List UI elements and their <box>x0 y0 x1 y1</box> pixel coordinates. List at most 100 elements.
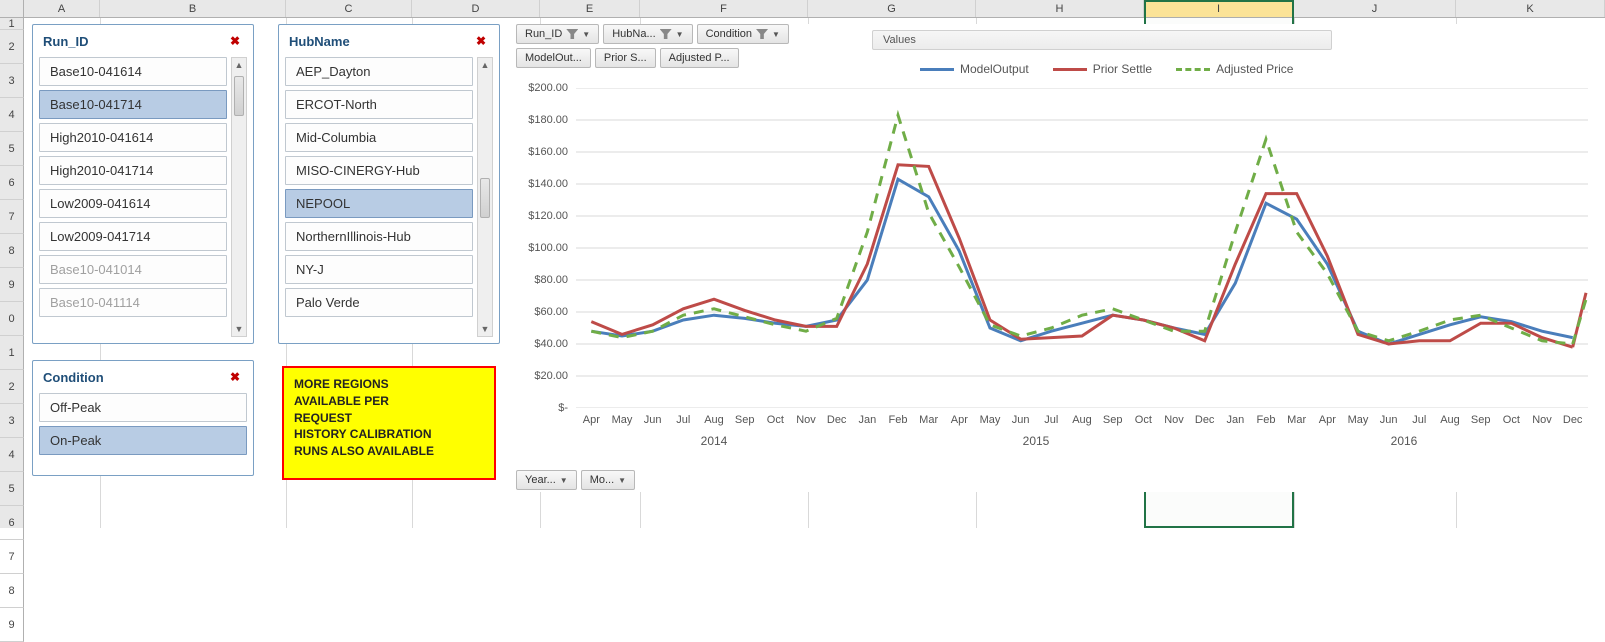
col-header-H[interactable]: H <box>976 0 1144 17</box>
slicer-item[interactable]: NorthernIllinois-Hub <box>285 222 473 251</box>
row-number[interactable]: 9 <box>0 608 24 642</box>
row-number[interactable]: 5 <box>0 472 24 506</box>
slicer-item[interactable]: High2010-041614 <box>39 123 227 152</box>
slicer-item[interactable]: ERCOT-North <box>285 90 473 119</box>
col-header-D[interactable]: D <box>412 0 540 17</box>
slicer-item[interactable]: High2010-041714 <box>39 156 227 185</box>
row-number[interactable]: 3 <box>0 64 24 98</box>
chart-axis-button[interactable]: Mo... ▼ <box>581 470 635 490</box>
clear-filter-icon[interactable]: ✖ <box>227 369 243 385</box>
row-number[interactable]: 1 <box>0 18 24 30</box>
row-number[interactable]: 1 <box>0 336 24 370</box>
row-number[interactable]: 2 <box>0 30 24 64</box>
row-number[interactable]: 6 <box>0 166 24 200</box>
col-header-J[interactable]: J <box>1294 0 1456 17</box>
slicer-header: Run_ID✖ <box>39 31 247 57</box>
col-header-A[interactable]: A <box>24 0 100 17</box>
legend-line-icon <box>1053 68 1087 71</box>
slicer-item[interactable]: AEP_Dayton <box>285 57 473 86</box>
slicer-item[interactable]: Base10-041614 <box>39 57 227 86</box>
x-tick-label: May <box>1348 414 1369 426</box>
row-number[interactable]: 8 <box>0 574 24 608</box>
col-header-F[interactable]: F <box>640 0 808 17</box>
slicer-item[interactable]: Palo Verde <box>285 288 473 317</box>
row-number[interactable]: 4 <box>0 98 24 132</box>
chart-filter-label: Condition <box>706 28 752 40</box>
chart-filter-button[interactable]: HubNa...▼ <box>603 24 692 44</box>
chevron-down-icon: ▼ <box>618 476 626 485</box>
row-number[interactable]: 9 <box>0 268 24 302</box>
chart-field-button[interactable]: Adjusted P... <box>660 48 739 68</box>
legend-item: ModelOutput <box>920 62 1029 76</box>
scrollbar[interactable]: ▲▼ <box>231 57 247 337</box>
chart-axis-label: Mo... <box>590 474 614 486</box>
row-number[interactable]: 7 <box>0 540 24 574</box>
row-number[interactable]: 8 <box>0 234 24 268</box>
slicer-header: Condition✖ <box>39 367 247 393</box>
x-tick-label: Jul <box>1412 414 1426 426</box>
slicer-item[interactable]: On-Peak <box>39 426 247 455</box>
col-header-I[interactable]: I <box>1144 0 1294 17</box>
col-header-K[interactable]: K <box>1456 0 1605 17</box>
slicer-item[interactable]: Base10-041114 <box>39 288 227 317</box>
chart-field-button[interactable]: ModelOut... <box>516 48 591 68</box>
row-number[interactable]: 4 <box>0 438 24 472</box>
chevron-down-icon: ▼ <box>676 30 684 39</box>
chart-filter-button[interactable]: Run_ID▼ <box>516 24 599 44</box>
row-number[interactable]: 0 <box>0 302 24 336</box>
series-Prior Settle <box>591 165 1572 347</box>
x-tick-label: Sep <box>735 414 755 426</box>
slicer-item[interactable]: Low2009-041614 <box>39 189 227 218</box>
x-tick-label: Apr <box>583 414 600 426</box>
slicer-condition: Condition✖Off-Peak On-Peak <box>32 360 254 476</box>
slicer-hubname: HubName✖AEP_DaytonERCOT-NorthMid-Columbi… <box>278 24 500 344</box>
slicer-item[interactable]: Mid-Columbia <box>285 123 473 152</box>
row-number[interactable]: 5 <box>0 132 24 166</box>
slicer-item[interactable]: NY-J <box>285 255 473 284</box>
chart-axis-button[interactable]: Year...▼ <box>516 470 577 490</box>
col-header-G[interactable]: G <box>808 0 976 17</box>
row-number[interactable]: 6 <box>0 506 24 540</box>
col-header-E[interactable]: E <box>540 0 640 17</box>
clear-filter-icon[interactable]: ✖ <box>473 33 489 49</box>
x-tick-label: Sep <box>1471 414 1491 426</box>
x-tick-label: Jun <box>1380 414 1398 426</box>
legend-item: Adjusted Price <box>1176 62 1293 76</box>
legend-label: Prior Settle <box>1093 62 1152 76</box>
chart-field-button[interactable]: Prior S... <box>595 48 656 68</box>
scrollbar[interactable]: ▲▼ <box>477 57 493 337</box>
row-number[interactable]: 2 <box>0 370 24 404</box>
scroll-up-icon[interactable]: ▲ <box>235 58 244 72</box>
row-number[interactable]: 3 <box>0 404 24 438</box>
rownum-header <box>0 0 24 17</box>
scroll-down-icon[interactable]: ▼ <box>481 322 490 336</box>
slicer-item[interactable]: NEPOOL <box>285 189 473 218</box>
y-tick-label: $60.00 <box>534 306 568 318</box>
row-number[interactable]: 7 <box>0 200 24 234</box>
x-tick-label: Jan <box>858 414 876 426</box>
col-header-B[interactable]: B <box>100 0 286 17</box>
scroll-up-icon[interactable]: ▲ <box>481 58 490 72</box>
clear-filter-icon[interactable]: ✖ <box>227 33 243 49</box>
slicer-item[interactable]: Base10-041014 <box>39 255 227 284</box>
y-tick-label: $40.00 <box>534 338 568 350</box>
note-line: HISTORY CALIBRATION <box>294 426 484 443</box>
x-tick-label: Feb <box>1257 414 1276 426</box>
scroll-down-icon[interactable]: ▼ <box>235 322 244 336</box>
y-tick-label: $140.00 <box>528 178 568 190</box>
slicer-item[interactable]: MISO-CINERGY-Hub <box>285 156 473 185</box>
x-tick-label: Mar <box>919 414 938 426</box>
chevron-down-icon: ▼ <box>560 476 568 485</box>
row-numbers: 1234567890123456789 <box>0 18 24 528</box>
scroll-thumb[interactable] <box>480 178 490 218</box>
chart-filter-button[interactable]: Condition▼ <box>697 24 789 44</box>
y-tick-label: $180.00 <box>528 114 568 126</box>
x-tick-label: Apr <box>1319 414 1336 426</box>
x-tick-label: May <box>980 414 1001 426</box>
scroll-thumb[interactable] <box>234 76 244 116</box>
col-header-C[interactable]: C <box>286 0 412 17</box>
legend-label: ModelOutput <box>960 62 1029 76</box>
slicer-item[interactable]: Off-Peak <box>39 393 247 422</box>
slicer-item[interactable]: Base10-041714 <box>39 90 227 119</box>
slicer-item[interactable]: Low2009-041714 <box>39 222 227 251</box>
